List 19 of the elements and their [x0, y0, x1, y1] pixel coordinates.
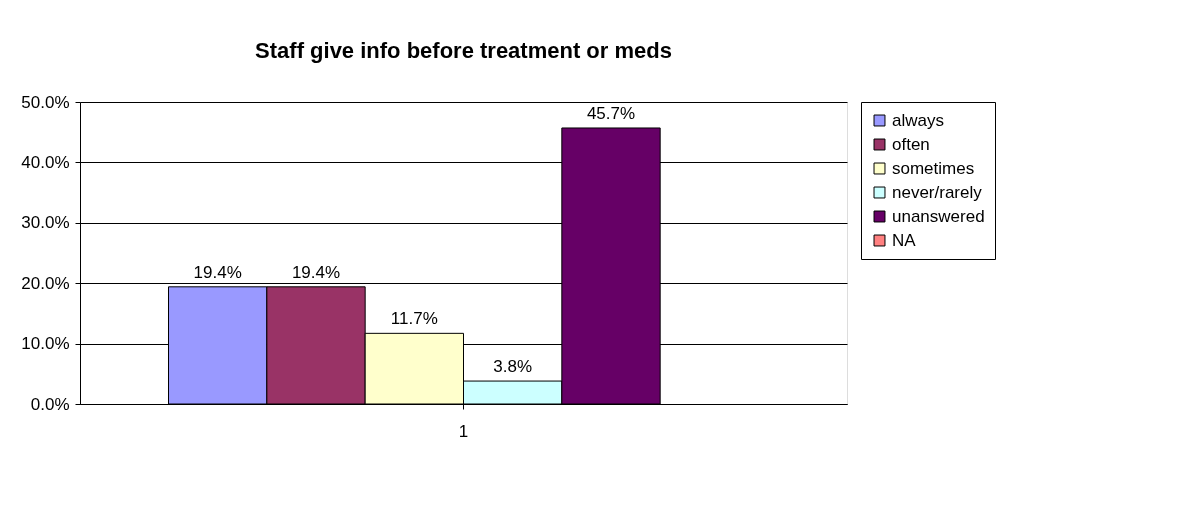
data-label: 11.7%: [390, 309, 438, 329]
data-label: 19.4%: [291, 262, 341, 282]
data-label: 19.4%: [193, 262, 242, 282]
data-label: 3.8%: [493, 357, 533, 377]
legend-label: always: [892, 110, 944, 130]
legend-label: often: [892, 134, 930, 154]
y-tick-label: 40.0%: [21, 152, 70, 172]
y-tick-label: 50.0%: [21, 92, 70, 112]
y-tick-label: 0.0%: [30, 394, 70, 414]
y-tick-label: 20.0%: [21, 273, 70, 293]
x-tick-label: 1: [458, 421, 469, 441]
legend-label: NA: [892, 230, 917, 250]
y-tick-label: 30.0%: [21, 213, 70, 233]
chart-title: Staff give info before treatment or meds: [255, 38, 672, 63]
legend-label: sometimes: [892, 158, 975, 178]
data-label: 45.7%: [586, 103, 636, 123]
legend-label: never/rarely: [892, 182, 983, 202]
y-tick-label: 10.0%: [21, 334, 70, 354]
legend-label: unanswered: [892, 206, 985, 226]
